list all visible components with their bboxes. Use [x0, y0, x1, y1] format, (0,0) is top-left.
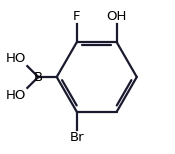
Text: F: F: [73, 10, 80, 23]
Text: OH: OH: [107, 10, 127, 23]
Text: HO: HO: [6, 52, 27, 65]
Text: HO: HO: [6, 89, 27, 102]
Text: B: B: [34, 71, 43, 83]
Text: Br: Br: [69, 131, 84, 144]
